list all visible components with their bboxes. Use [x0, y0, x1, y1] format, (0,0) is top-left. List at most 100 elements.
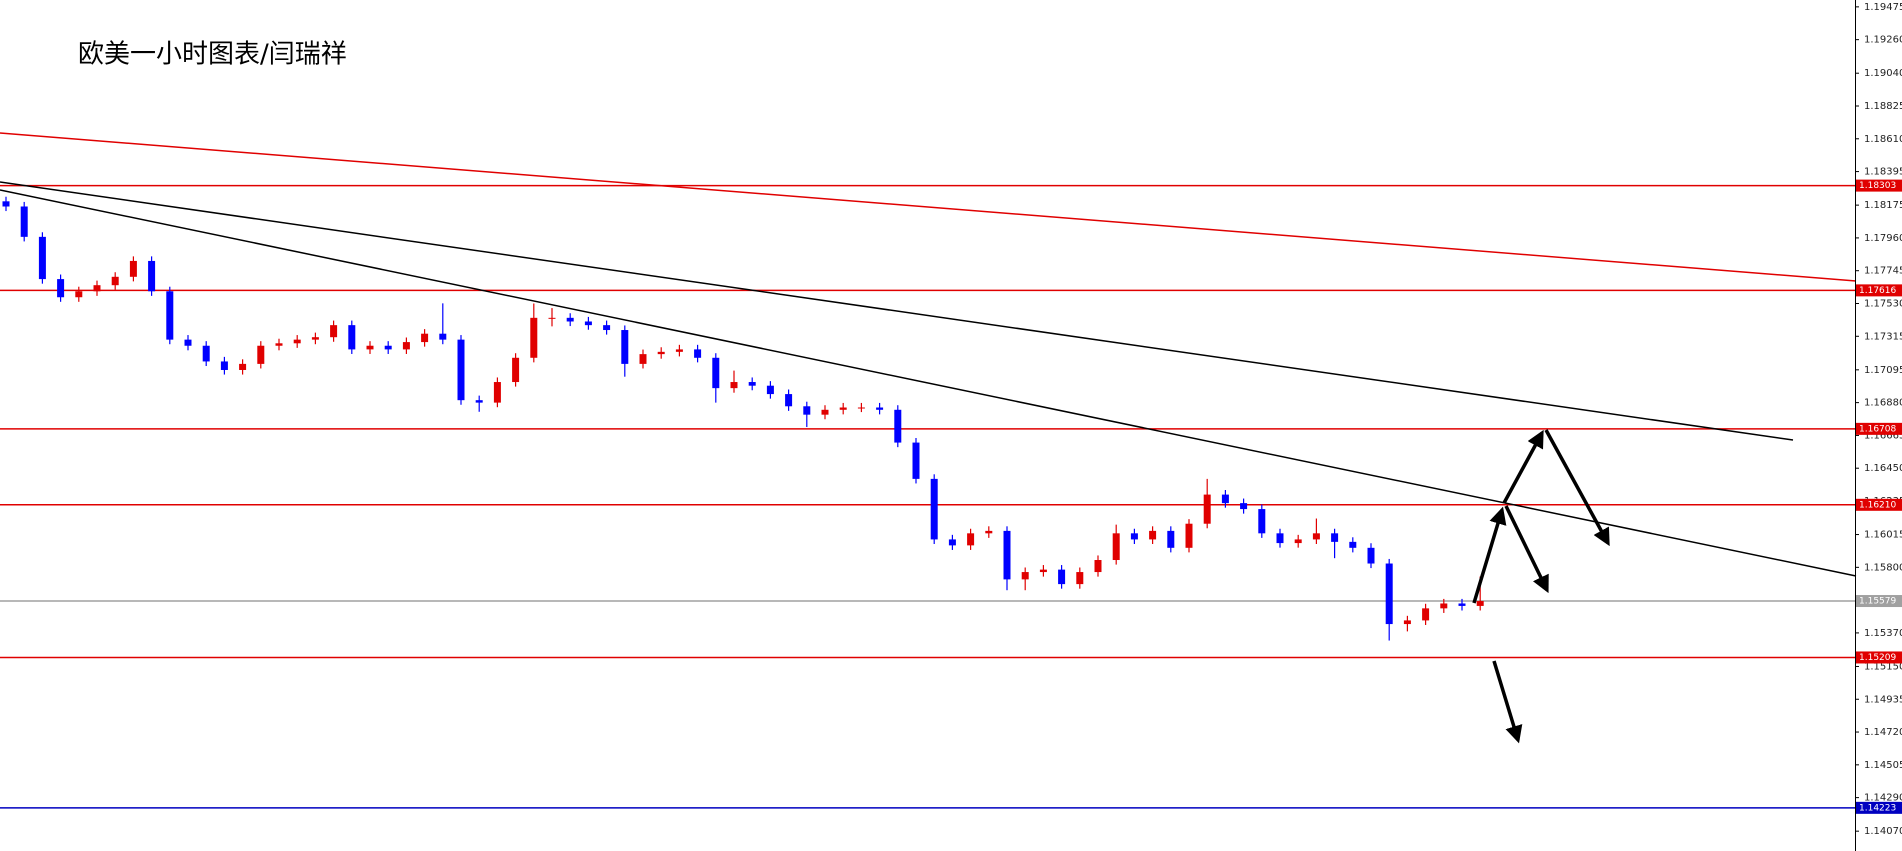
arrow: [1502, 429, 1544, 504]
candle-body: [766, 385, 774, 395]
candle-body: [257, 345, 265, 364]
candle-body: [493, 382, 501, 403]
y-tick-label: 1.17745: [1864, 266, 1902, 277]
candle-body: [2, 201, 10, 207]
level-label: 1.15579: [1859, 597, 1896, 607]
candle-body: [475, 400, 483, 403]
forecast-arrows: [1472, 429, 1610, 744]
candle-body: [1112, 533, 1120, 561]
y-tick-label: 1.16015: [1864, 530, 1902, 541]
candle-body: [1276, 533, 1284, 544]
level-label: 1.16708: [1859, 424, 1896, 434]
candle-body: [1440, 603, 1448, 609]
candle-body: [1240, 503, 1248, 510]
arrow: [1544, 429, 1610, 547]
candle-body: [530, 317, 538, 358]
level-label-box: [1856, 179, 1902, 192]
y-tick-label: 1.14505: [1864, 760, 1902, 771]
level-label: 1.14223: [1859, 803, 1896, 813]
arrow: [1472, 506, 1507, 604]
level-label: 1.18303: [1859, 181, 1896, 191]
candle-body: [93, 285, 101, 292]
y-tick-label: 1.18610: [1864, 134, 1902, 145]
candle-body: [311, 337, 319, 340]
candle-body: [912, 442, 920, 479]
candle-body: [439, 333, 447, 340]
y-tick-label: 1.19260: [1864, 35, 1902, 46]
candle-body: [239, 363, 247, 370]
level-label-box: [1856, 498, 1902, 511]
level-label-box: [1856, 651, 1902, 664]
candle-body: [111, 276, 119, 286]
candle-body: [548, 317, 556, 319]
y-tick-label: 1.16880: [1864, 398, 1902, 409]
candle-body: [330, 325, 338, 338]
candle-body: [148, 260, 156, 292]
candle-body: [1039, 569, 1047, 573]
y-tick-label: 1.14720: [1864, 727, 1902, 738]
trend-line: [0, 189, 1857, 577]
candle-body: [1076, 572, 1084, 585]
candle-body: [384, 345, 392, 350]
level-label-box: [1856, 801, 1902, 814]
candle-body: [1130, 533, 1138, 540]
candle-body: [1312, 533, 1320, 540]
candle-body: [1458, 603, 1466, 606]
candle-body: [1149, 530, 1157, 540]
candle-body: [20, 206, 28, 237]
candle-body: [657, 351, 665, 355]
y-tick-label: 1.19475: [1864, 2, 1902, 13]
candle-body: [1385, 563, 1393, 625]
chart-title: 欧美一小时图表/闫瑞祥: [78, 40, 347, 70]
y-tick-label: 1.15800: [1864, 562, 1902, 573]
level-label: 1.15209: [1859, 653, 1896, 663]
candle-body: [275, 343, 283, 346]
candle-body: [38, 236, 46, 280]
y-tick-label: 1.18395: [1864, 167, 1902, 178]
candle-body: [1203, 494, 1211, 524]
candle-body: [1021, 572, 1029, 580]
candle-body: [1331, 533, 1339, 542]
candle-body: [1185, 523, 1193, 548]
candle-body: [639, 354, 647, 364]
candle-body: [220, 361, 228, 370]
candle-body: [603, 325, 611, 331]
candle-body: [712, 357, 720, 389]
candle-body: [1476, 601, 1484, 606]
y-tick-label: 1.14290: [1864, 793, 1902, 804]
y-tick-label: 1.19040: [1864, 68, 1902, 79]
candle-body: [457, 339, 465, 401]
y-tick-label: 1.16450: [1864, 463, 1902, 474]
y-tick-label: 1.17315: [1864, 331, 1902, 342]
candle-body: [1422, 608, 1430, 621]
candle-body: [1349, 541, 1357, 548]
y-tick-label: 1.17960: [1864, 233, 1902, 244]
candle-body: [566, 317, 574, 322]
candle-body: [967, 533, 975, 546]
y-tick-label: 1.17095: [1864, 365, 1902, 376]
arrow: [1492, 660, 1523, 744]
level-label-box: [1856, 595, 1902, 608]
candle-body: [803, 406, 811, 415]
candle-body: [512, 357, 520, 383]
candle-body: [857, 407, 865, 409]
candle-body: [1003, 530, 1011, 580]
candle-body: [748, 382, 756, 386]
y-tick-label: 1.14070: [1864, 826, 1902, 837]
trend-line: [0, 181, 1794, 441]
candle-body: [1294, 539, 1302, 544]
candle-body: [985, 530, 993, 534]
candle-body: [584, 321, 592, 326]
level-label-box: [1856, 422, 1902, 435]
candle-body: [1167, 530, 1175, 548]
arrow: [1504, 505, 1549, 594]
y-tick-label: 1.18175: [1864, 200, 1902, 211]
candle-body: [1367, 547, 1375, 564]
candle-body: [348, 325, 356, 350]
candle-body: [694, 349, 702, 358]
y-tick-label: 1.15370: [1864, 628, 1902, 639]
y-tick-label: 1.15150: [1864, 661, 1902, 672]
